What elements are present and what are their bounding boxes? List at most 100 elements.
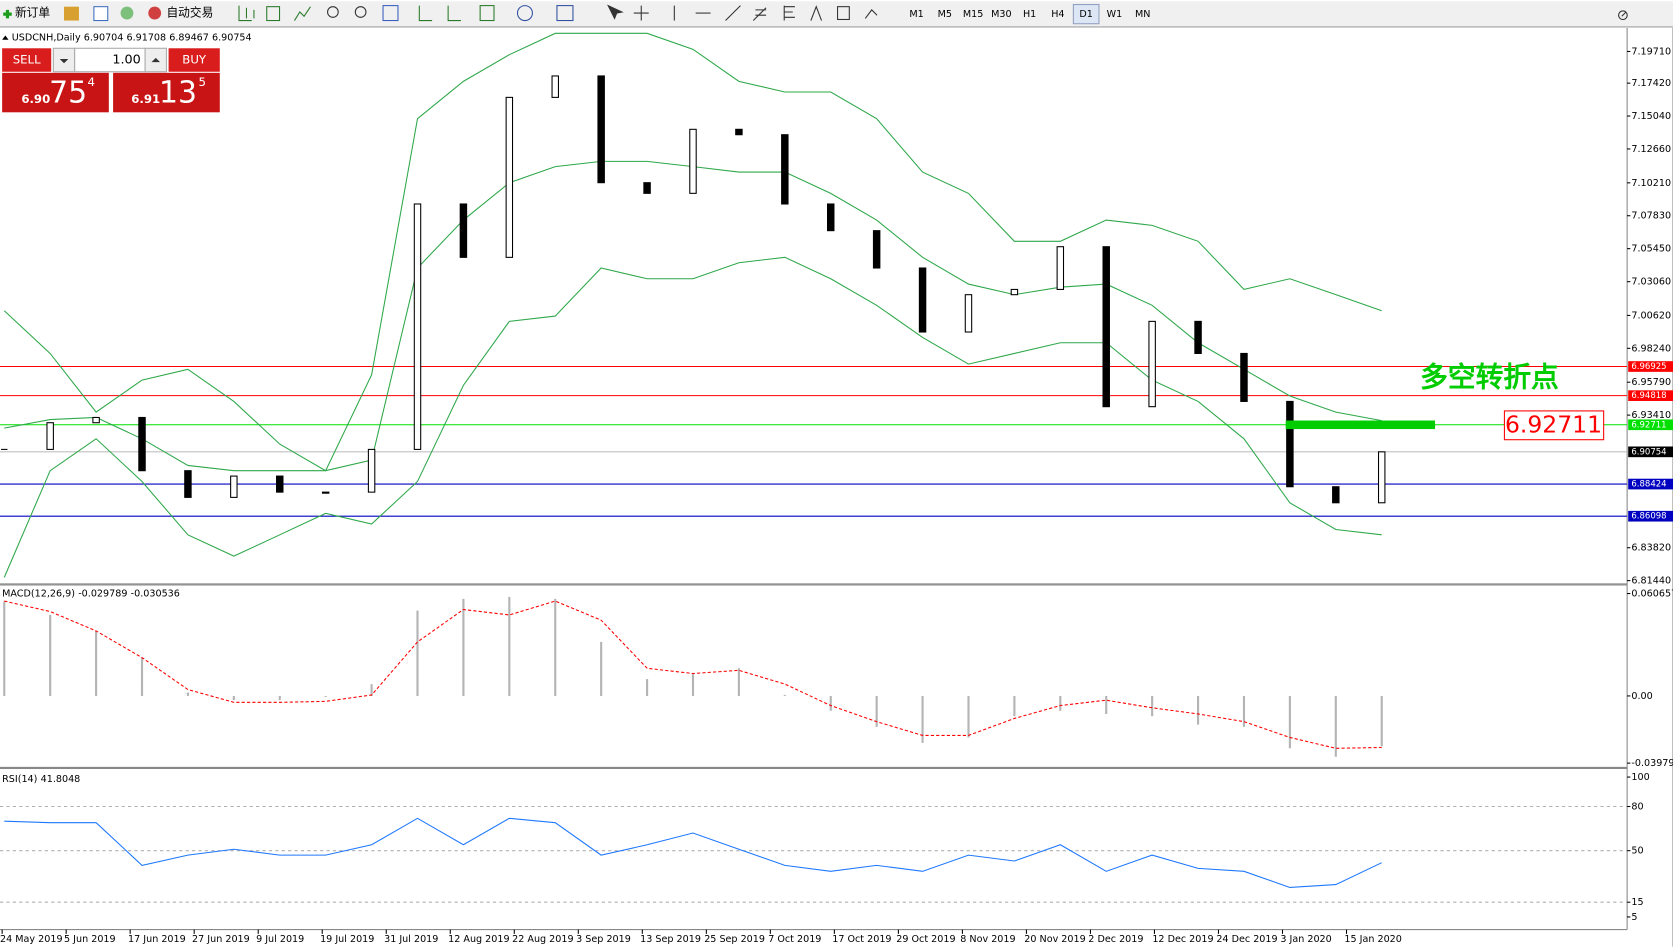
timeframe[interactable]: D1 <box>1079 9 1093 20</box>
chart-symbol: USDCNH,Daily 6.90704 6.91708 6.89467 6.9… <box>12 33 252 44</box>
candle-body <box>1102 246 1110 408</box>
cursor[interactable] <box>607 4 624 20</box>
candle-body <box>551 75 559 98</box>
tile[interactable] <box>382 5 399 22</box>
low: 6.89467 <box>169 33 209 44</box>
zoom-in[interactable] <box>327 6 339 18</box>
y-tick-label: 7.05450 <box>1631 244 1671 255</box>
icon[interactable] <box>93 6 109 22</box>
x-tick-label: 19 Jul 2019 <box>320 934 374 945</box>
text-tool[interactable] <box>810 5 823 21</box>
search[interactable] <box>1618 10 1628 20</box>
candle-body <box>459 203 468 258</box>
periods[interactable] <box>516 5 533 22</box>
toolbar: 新订单 自动交易 <box>0 1 1673 28</box>
timeframe[interactable]: M30 <box>991 9 1011 20</box>
trendline[interactable] <box>725 5 741 21</box>
candle-body <box>781 134 789 205</box>
y-tick-label: 7.15040 <box>1631 111 1671 122</box>
candle-body <box>964 294 973 333</box>
sell-button[interactable] <box>2 48 52 72</box>
icon <box>148 6 162 20</box>
channel[interactable] <box>752 7 767 21</box>
candle-body <box>1148 320 1156 408</box>
candle-body <box>918 267 927 333</box>
icon[interactable] <box>120 6 134 20</box>
candle-body <box>321 491 330 494</box>
indicators[interactable] <box>479 5 495 22</box>
buy-price-main: 6.91 <box>131 92 160 106</box>
auto-trading-label: 自动交易 <box>166 6 213 20</box>
candle-body <box>1286 400 1294 488</box>
x-tick-label: 24 May 2019 <box>0 934 63 945</box>
candle-body <box>138 416 146 472</box>
chart-header: USDCNH,Daily 6.90704 6.91708 6.89467 6.9… <box>2 33 252 44</box>
y-tick-label: -0.039792 <box>1631 758 1673 769</box>
candle-body <box>46 422 54 450</box>
line <box>4 817 1382 888</box>
label-tool[interactable] <box>837 6 850 21</box>
tool-line[interactable] <box>294 6 311 21</box>
y-tick-label: 50 <box>1631 846 1643 857</box>
scroll-tools[interactable] <box>418 5 461 22</box>
signal-value: -0.030536 <box>131 589 180 600</box>
high: 6.91708 <box>126 33 166 44</box>
candle-body <box>689 128 697 194</box>
sell-price-box[interactable] <box>2 72 109 113</box>
buy-button[interactable] <box>168 48 220 72</box>
timeframe[interactable]: H1 <box>1023 9 1036 20</box>
crosshair[interactable] <box>633 5 649 21</box>
timeframe[interactable]: M15 <box>963 9 984 20</box>
timeframe[interactable]: H4 <box>1051 9 1064 20</box>
auto-trading-button[interactable]: 自动交易 <box>148 6 213 20</box>
x-tick-label: 3 Jan 2020 <box>1280 934 1331 945</box>
x-tick-label: 17 Oct 2019 <box>832 934 891 945</box>
tool-bars[interactable] <box>238 5 255 22</box>
y-tick-label: 7.19710 <box>1631 46 1671 57</box>
arrows[interactable] <box>864 9 878 19</box>
level-label: 6.96925 <box>1631 362 1666 372</box>
x-tick-label: 7 Oct 2019 <box>768 934 821 945</box>
icon[interactable] <box>64 6 79 21</box>
level-label: 6.86098 <box>1631 512 1666 522</box>
line <box>4 600 1382 749</box>
new-order-button[interactable]: 新订单 <box>3 6 50 20</box>
x-tick-label: 13 Sep 2019 <box>640 934 701 945</box>
sell-price-big: 75 <box>49 76 87 111</box>
level-label: 6.92711 <box>1631 420 1666 430</box>
open: 6.90704 <box>84 33 124 44</box>
fibo[interactable] <box>783 5 795 21</box>
y-tick-label: 7.07830 <box>1631 211 1671 222</box>
y-tick-label: 7.10210 <box>1631 178 1671 189</box>
timeframe[interactable]: M5 <box>938 9 952 20</box>
y-tick-label: 0.060657 <box>1631 589 1673 600</box>
candle-body <box>1240 352 1248 402</box>
symbol: USDCNH,Daily <box>12 33 81 44</box>
timeframe[interactable]: M1 <box>909 9 923 20</box>
buy-price-box[interactable] <box>113 72 220 113</box>
x-tick-label: 29 Oct 2019 <box>896 934 955 945</box>
candle-body <box>1010 288 1019 296</box>
y-tick-label: 15 <box>1631 897 1643 908</box>
candle-body <box>1056 246 1065 290</box>
y-tick-label: 6.98240 <box>1631 343 1671 354</box>
candle-body <box>276 475 284 493</box>
new-order-label: 新订单 <box>15 6 50 20</box>
price-label-box <box>1503 410 1605 441</box>
timeframe-bar: M1 M5 M15 M30 H1 H4 D1 W1 MN <box>909 4 1150 25</box>
x-tick-label: 12 Aug 2019 <box>448 934 509 945</box>
icon <box>151 57 161 63</box>
y-tick-label: 7.00620 <box>1631 310 1671 321</box>
timeframe[interactable]: W1 <box>1107 9 1123 20</box>
sell-label: SELL <box>13 53 41 67</box>
y-tick-label: 7.03060 <box>1631 277 1671 288</box>
tool-candles[interactable] <box>266 6 281 22</box>
timeframe[interactable]: MN <box>1135 9 1150 20</box>
templates[interactable] <box>556 5 574 22</box>
line <box>3 32 1382 472</box>
candle-body <box>413 203 422 450</box>
zoom-out[interactable] <box>354 6 367 18</box>
x-tick-label: 24 Dec 2019 <box>1216 934 1277 945</box>
level-label-bg <box>1628 510 1673 522</box>
